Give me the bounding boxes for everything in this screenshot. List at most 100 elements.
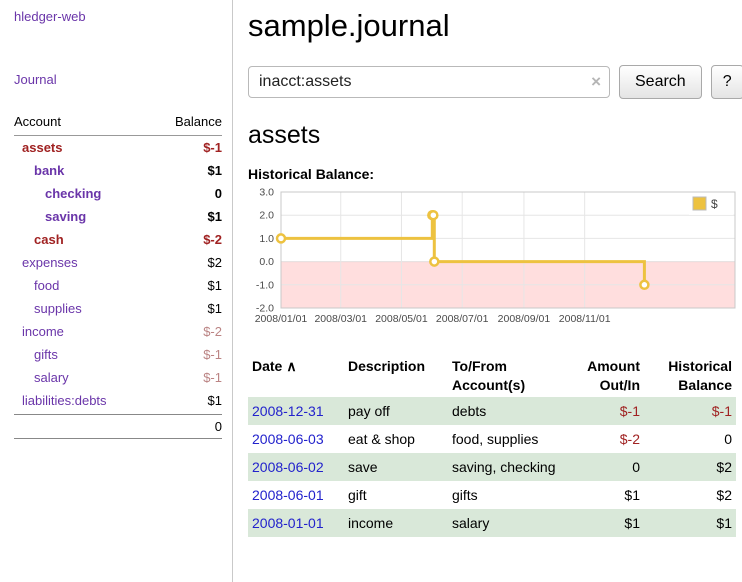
table-row: 2008-01-01 income salary $1 $1 — [248, 509, 736, 537]
sidebar: hledger-web Journal Account Balance asse… — [0, 0, 233, 582]
register-header-row: Date ∧ Description To/From Account(s) Amo… — [248, 355, 736, 397]
transaction-date-link[interactable]: 2008-12-31 — [252, 403, 324, 419]
transaction-amount: $-2 — [619, 431, 640, 447]
transaction-description: income — [348, 515, 394, 531]
help-button[interactable]: ? — [710, 65, 742, 99]
account-row: income $-2 — [14, 320, 222, 343]
transaction-date-link[interactable]: 2008-01-01 — [252, 515, 324, 531]
sidebar-account-salary[interactable]: salary — [34, 370, 69, 385]
svg-text:2008/05/01: 2008/05/01 — [375, 313, 428, 325]
sidebar-account-expenses[interactable]: expenses — [22, 255, 78, 270]
table-row: 2008-06-03 eat & shop food, supplies $-2… — [248, 425, 736, 453]
transaction-accounts: debts — [452, 403, 487, 419]
header-description: Description — [348, 358, 426, 374]
account-balance: $2 — [207, 255, 222, 270]
transaction-balance: 0 — [724, 431, 732, 447]
clear-search-icon[interactable]: × — [591, 72, 601, 91]
svg-text:2008/07/01: 2008/07/01 — [436, 313, 489, 325]
header-balance: Historical Balance — [668, 358, 732, 393]
transaction-description: save — [348, 459, 378, 475]
svg-text:2008/11/01: 2008/11/01 — [559, 313, 611, 325]
register-table: Date ∧ Description To/From Account(s) Amo… — [248, 355, 736, 537]
svg-text:$: $ — [711, 197, 718, 211]
transaction-date-link[interactable]: 2008-06-01 — [252, 487, 324, 503]
search-input[interactable] — [248, 66, 610, 98]
account-row: expenses $2 — [14, 251, 222, 274]
sidebar-account-food[interactable]: food — [34, 278, 60, 293]
transaction-date-link[interactable]: 2008-06-03 — [252, 431, 324, 447]
svg-text:2008/03/01: 2008/03/01 — [314, 313, 367, 325]
sidebar-account-liabilities-debts[interactable]: liabilities:debts — [22, 393, 107, 408]
svg-text:1.0: 1.0 — [259, 233, 274, 245]
accounts-table-header: Account Balance — [14, 111, 222, 136]
main-content: sample.journal × Search ? assets Histori… — [233, 0, 742, 582]
accounts-header-balance: Balance — [175, 114, 222, 129]
account-balance: $-2 — [203, 232, 222, 247]
account-balance: $-2 — [203, 324, 222, 339]
chart-label: Historical Balance: — [248, 166, 375, 182]
transaction-amount: $1 — [624, 487, 640, 503]
account-balance: $-1 — [203, 347, 222, 362]
account-page-title: assets — [248, 121, 321, 149]
sidebar-account-gifts[interactable]: gifts — [34, 347, 58, 362]
svg-text:2008/09/01: 2008/09/01 — [498, 313, 551, 325]
table-row: 2008-06-02 save saving, checking 0 $2 — [248, 453, 736, 481]
table-row: 2008-12-31 pay off debts $-1 $-1 — [248, 397, 736, 425]
svg-text:2008/01/01: 2008/01/01 — [255, 313, 308, 325]
sidebar-account-saving[interactable]: saving — [45, 209, 87, 224]
account-row: salary $-1 — [14, 366, 222, 389]
transaction-amount: 0 — [632, 459, 640, 475]
sort-ascending-icon: ∧ — [286, 358, 297, 374]
transaction-balance: $-1 — [711, 403, 732, 419]
svg-text:-1.0: -1.0 — [256, 279, 274, 291]
page-title: sample.journal — [248, 8, 450, 43]
transaction-description: eat & shop — [348, 431, 415, 447]
account-balance: 0 — [214, 186, 222, 201]
transaction-balance: $1 — [716, 515, 732, 531]
sidebar-total-balance: 0 — [14, 414, 222, 439]
account-row: saving $1 — [14, 205, 222, 228]
svg-text:3.0: 3.0 — [259, 187, 274, 199]
account-row: food $1 — [14, 274, 222, 297]
header-accounts: To/From Account(s) — [452, 358, 526, 393]
sidebar-account-assets[interactable]: assets — [22, 140, 63, 155]
account-balance: $-1 — [203, 370, 222, 385]
table-row: 2008-06-01 gift gifts $1 $2 — [248, 481, 736, 509]
header-amount: Amount Out/In — [587, 358, 640, 393]
sidebar-account-checking[interactable]: checking — [45, 186, 102, 201]
transaction-balance: $2 — [716, 459, 732, 475]
search-button[interactable]: Search — [619, 65, 702, 99]
account-row: supplies $1 — [14, 297, 222, 320]
account-balance: $1 — [207, 301, 222, 316]
header-date-label: Date — [252, 358, 283, 374]
transaction-amount: $-1 — [619, 403, 640, 419]
transaction-balance: $2 — [716, 487, 732, 503]
account-row: bank $1 — [14, 159, 222, 182]
transaction-description: pay off — [348, 403, 390, 419]
search-bar: × Search ? — [248, 65, 742, 99]
account-row: assets $-1 — [14, 136, 222, 159]
sidebar-account-bank[interactable]: bank — [34, 163, 65, 178]
sidebar-item-journal[interactable]: Journal — [14, 72, 57, 87]
historical-balance-chart: 3.0 2.0 1.0 0.0 -1.0 -2.0 2008/01/01 2008/03/01… — [248, 186, 742, 343]
header-date[interactable]: Date ∧ — [248, 355, 344, 397]
transaction-accounts: food, supplies — [452, 431, 539, 447]
transaction-amount: $1 — [624, 515, 640, 531]
account-balance: $1 — [207, 278, 222, 293]
accounts-header-account: Account — [14, 114, 61, 129]
transaction-date-link[interactable]: 2008-06-02 — [252, 459, 324, 475]
sidebar-account-cash[interactable]: cash — [34, 232, 64, 247]
account-balance: $-1 — [203, 140, 222, 155]
transaction-accounts: gifts — [452, 487, 478, 503]
transaction-accounts: saving, checking — [452, 459, 556, 475]
transaction-accounts: salary — [452, 515, 490, 531]
transaction-description: gift — [348, 487, 367, 503]
account-row: checking 0 — [14, 182, 222, 205]
svg-text:2.0: 2.0 — [259, 210, 274, 222]
account-balance: $1 — [207, 163, 222, 178]
accounts-table: Account Balance assets $-1 bank $1 check… — [14, 111, 222, 439]
sidebar-account-supplies[interactable]: supplies — [34, 301, 82, 316]
sidebar-account-income[interactable]: income — [22, 324, 64, 339]
app-title-link[interactable]: hledger-web — [14, 9, 86, 24]
